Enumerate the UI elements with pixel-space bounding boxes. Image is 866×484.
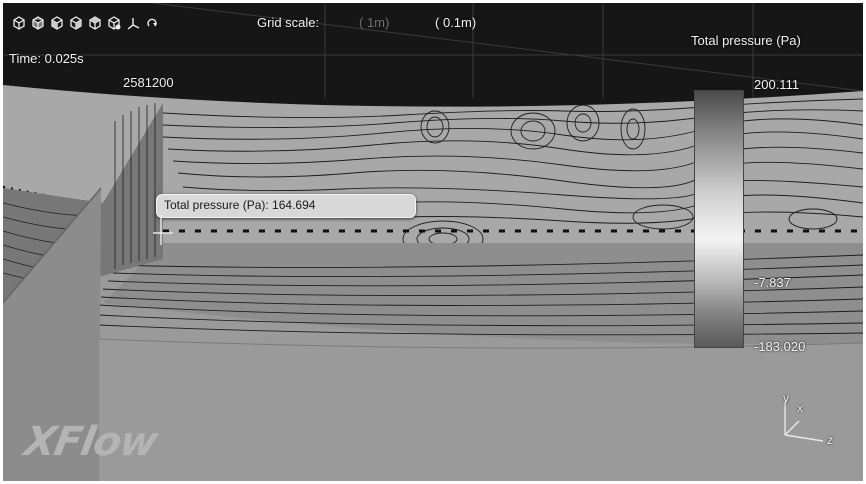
grid-scale-option-0-1m[interactable]: ( 0.1m): [435, 15, 477, 30]
legend-mid-value: -7.837: [754, 275, 791, 290]
probe-tooltip: Total pressure (Pa): 164.694: [156, 194, 416, 218]
view-cube-back-icon[interactable]: [30, 14, 46, 32]
axes-icon[interactable]: [125, 14, 141, 32]
axis-triad-icon: [784, 401, 824, 442]
grid-scale-option-1m[interactable]: ( 1m): [359, 15, 390, 30]
xflow-logo: XFlow: [20, 419, 161, 465]
view-cube-right-icon[interactable]: [68, 14, 84, 32]
view-cube-left-icon[interactable]: [49, 14, 65, 32]
axis-z-label: z: [827, 433, 833, 447]
legend-title: Total pressure (Pa): [691, 33, 801, 48]
simulation-viewport[interactable]: Grid scale: ( 1m) ( 0.1m) Time: 0.025s 2…: [3, 3, 863, 481]
view-cube-iso-icon[interactable]: [106, 14, 122, 32]
probe-marker-icon[interactable]: [153, 215, 175, 249]
view-cube-front-icon[interactable]: [11, 14, 27, 32]
legend-max-value: 200.111: [754, 77, 800, 92]
axis-y-label: y: [783, 391, 789, 405]
axis-x-label: x: [797, 401, 803, 415]
probe-tooltip-text: Total pressure (Pa): 164.694: [164, 198, 316, 212]
partial-readout: 2581200: [123, 75, 174, 90]
view-cube-top-icon[interactable]: [87, 14, 103, 32]
legend-min-value: -183.020: [754, 339, 806, 354]
axis-triad: x y z: [775, 391, 845, 460]
view-toolbar: [11, 13, 160, 33]
time-readout: Time: 0.025s: [9, 51, 84, 66]
rotate-icon[interactable]: [144, 14, 160, 32]
pressure-colorbar: [694, 90, 744, 348]
grid-scale-label: Grid scale:: [257, 15, 320, 30]
